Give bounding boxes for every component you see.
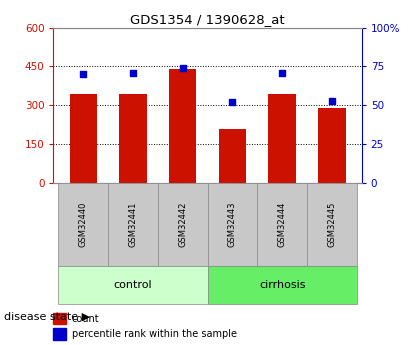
FancyBboxPatch shape: [208, 266, 357, 304]
Bar: [219, 128, 246, 183]
Bar: [169, 69, 196, 183]
Text: percentile rank within the sample: percentile rank within the sample: [72, 329, 237, 339]
FancyBboxPatch shape: [307, 183, 357, 266]
Bar: [69, 93, 97, 183]
FancyBboxPatch shape: [58, 266, 208, 304]
FancyBboxPatch shape: [208, 183, 257, 266]
Point: [130, 70, 136, 76]
Bar: [53, 313, 66, 324]
Text: GSM32445: GSM32445: [327, 201, 336, 247]
Text: GSM32443: GSM32443: [228, 201, 237, 247]
Bar: [318, 108, 346, 183]
FancyBboxPatch shape: [108, 183, 158, 266]
FancyBboxPatch shape: [257, 183, 307, 266]
Point: [279, 70, 285, 76]
Point: [180, 65, 186, 71]
Point: [229, 99, 236, 105]
FancyBboxPatch shape: [58, 183, 108, 266]
Text: GSM32442: GSM32442: [178, 201, 187, 247]
Text: GSM32444: GSM32444: [278, 201, 286, 247]
Text: GSM32441: GSM32441: [129, 201, 137, 247]
Point: [80, 71, 87, 77]
FancyBboxPatch shape: [158, 183, 208, 266]
Text: cirrhosis: cirrhosis: [259, 280, 305, 289]
Bar: [119, 93, 147, 183]
Title: GDS1354 / 1390628_at: GDS1354 / 1390628_at: [130, 13, 285, 27]
Bar: [53, 328, 66, 339]
Point: [328, 98, 335, 104]
Bar: [268, 93, 296, 183]
Text: GSM32440: GSM32440: [79, 201, 88, 247]
Text: control: control: [114, 280, 152, 289]
Text: count: count: [72, 314, 99, 324]
Text: disease state ▶: disease state ▶: [4, 312, 90, 322]
